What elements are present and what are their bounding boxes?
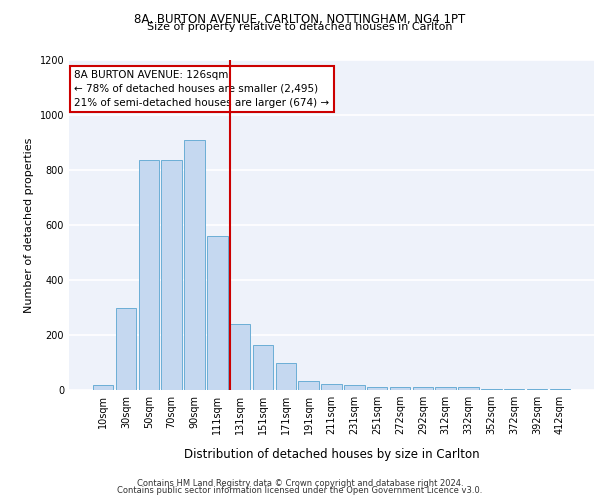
Y-axis label: Number of detached properties: Number of detached properties: [24, 138, 34, 312]
Bar: [253, 344, 273, 390]
X-axis label: Distribution of detached houses by size in Carlton: Distribution of detached houses by size …: [184, 448, 479, 461]
Bar: [230, 324, 250, 390]
Bar: [184, 140, 205, 390]
Bar: [367, 387, 388, 390]
Bar: [481, 388, 502, 390]
Bar: [458, 387, 479, 390]
Bar: [275, 362, 296, 390]
Bar: [321, 384, 342, 390]
Text: Size of property relative to detached houses in Carlton: Size of property relative to detached ho…: [147, 22, 453, 32]
Bar: [413, 387, 433, 390]
Bar: [116, 308, 136, 390]
Bar: [139, 160, 159, 390]
Bar: [550, 388, 570, 390]
Bar: [93, 384, 113, 390]
Bar: [504, 388, 524, 390]
Bar: [207, 236, 227, 390]
Text: 8A, BURTON AVENUE, CARLTON, NOTTINGHAM, NG4 1PT: 8A, BURTON AVENUE, CARLTON, NOTTINGHAM, …: [134, 12, 466, 26]
Bar: [161, 160, 182, 390]
Bar: [390, 387, 410, 390]
Bar: [344, 384, 365, 390]
Text: 8A BURTON AVENUE: 126sqm
← 78% of detached houses are smaller (2,495)
21% of sem: 8A BURTON AVENUE: 126sqm ← 78% of detach…: [74, 70, 329, 108]
Text: Contains public sector information licensed under the Open Government Licence v3: Contains public sector information licen…: [118, 486, 482, 495]
Text: Contains HM Land Registry data © Crown copyright and database right 2024.: Contains HM Land Registry data © Crown c…: [137, 478, 463, 488]
Bar: [436, 387, 456, 390]
Bar: [298, 381, 319, 390]
Bar: [527, 388, 547, 390]
